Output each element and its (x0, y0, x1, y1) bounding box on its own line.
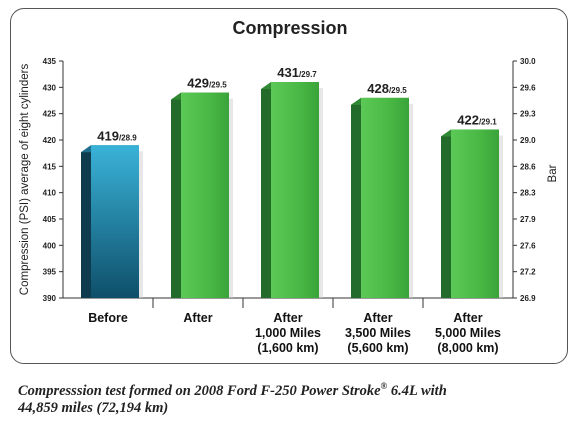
category-label: 3,500 Miles (345, 326, 411, 340)
data-label-bar: /29.1 (479, 117, 497, 126)
data-label-psi: 419 (97, 128, 119, 143)
category-label: 1,000 Miles (255, 326, 321, 340)
bar-side (351, 97, 361, 298)
y2-tick-label: 29.6 (520, 83, 536, 92)
category-label: After (453, 311, 482, 325)
category-label: (8,000 km) (437, 341, 498, 355)
y-tick-label: 390 (43, 294, 57, 303)
y2-tick-label: 26.9 (520, 294, 536, 303)
category-label: After (363, 311, 392, 325)
y-tick-label: 425 (43, 110, 57, 119)
bar (451, 129, 499, 298)
bar (271, 82, 319, 298)
data-label-psi: 428 (367, 81, 389, 96)
data-label: 429/29.5 (187, 76, 227, 91)
y2-tick-label: 27.6 (520, 241, 536, 250)
y-tick-label: 400 (43, 241, 57, 250)
category-label: 5,000 Miles (435, 326, 501, 340)
y2-tick-label: 29.3 (520, 110, 536, 119)
bar-side (81, 145, 91, 298)
category-label: (5,600 km) (347, 341, 408, 355)
data-label-bar: /28.9 (119, 133, 137, 142)
data-label: 431/29.7 (277, 65, 317, 80)
y2-axis-title: Bar (547, 164, 559, 182)
data-label-bar: /29.5 (389, 86, 407, 95)
y-tick-label: 405 (43, 215, 57, 224)
y-tick-label: 410 (43, 189, 57, 198)
data-label: 422/29.1 (457, 112, 497, 127)
caption-line1-end: 6.4L with (387, 382, 447, 399)
y-tick-label: 415 (43, 162, 57, 171)
data-label-bar: /29.5 (209, 81, 227, 90)
data-label-psi: 429 (187, 76, 209, 91)
data-label-psi: 422 (457, 112, 479, 127)
bar (361, 97, 409, 298)
y-tick-label: 420 (43, 136, 57, 145)
bar (181, 92, 229, 298)
y2-tick-label: 30.0 (520, 57, 536, 66)
y2-tick-label: 27.9 (520, 215, 536, 224)
caption-line2: 44,859 miles (72,194 km) (18, 399, 169, 416)
data-label: 419/28.9 (97, 128, 137, 143)
data-label: 428/29.5 (367, 81, 407, 96)
y2-tick-label: 27.2 (520, 268, 536, 277)
category-label: (1,600 km) (257, 341, 318, 355)
data-label-bar: /29.7 (299, 70, 317, 79)
category-label: Before (88, 311, 128, 325)
y2-tick-label: 29.0 (520, 136, 536, 145)
y-axis-title: Compression (PSI) average of eight cylin… (19, 64, 31, 296)
y2-tick-label: 28.6 (520, 162, 536, 171)
data-label-psi: 431 (277, 65, 299, 80)
bar-side (441, 129, 451, 298)
category-label: After (183, 311, 212, 325)
y-tick-label: 395 (43, 268, 57, 277)
category-label: After (273, 311, 302, 325)
registered-mark: ® (380, 381, 388, 391)
compression-chart: Compression Compression (PSI) average of … (19, 18, 559, 355)
bar-side (261, 82, 271, 298)
y-tick-label: 430 (43, 83, 57, 92)
bar-side (171, 92, 181, 298)
chart-title: Compression (232, 18, 347, 38)
y2-tick-label: 28.3 (520, 189, 536, 198)
chart-caption: Compresssion test formed on 2008 Ford F-… (18, 378, 568, 417)
caption-line1: Compresssion test formed on 2008 Ford F-… (18, 382, 381, 399)
bar (91, 145, 139, 298)
y-tick-label: 435 (43, 57, 57, 66)
